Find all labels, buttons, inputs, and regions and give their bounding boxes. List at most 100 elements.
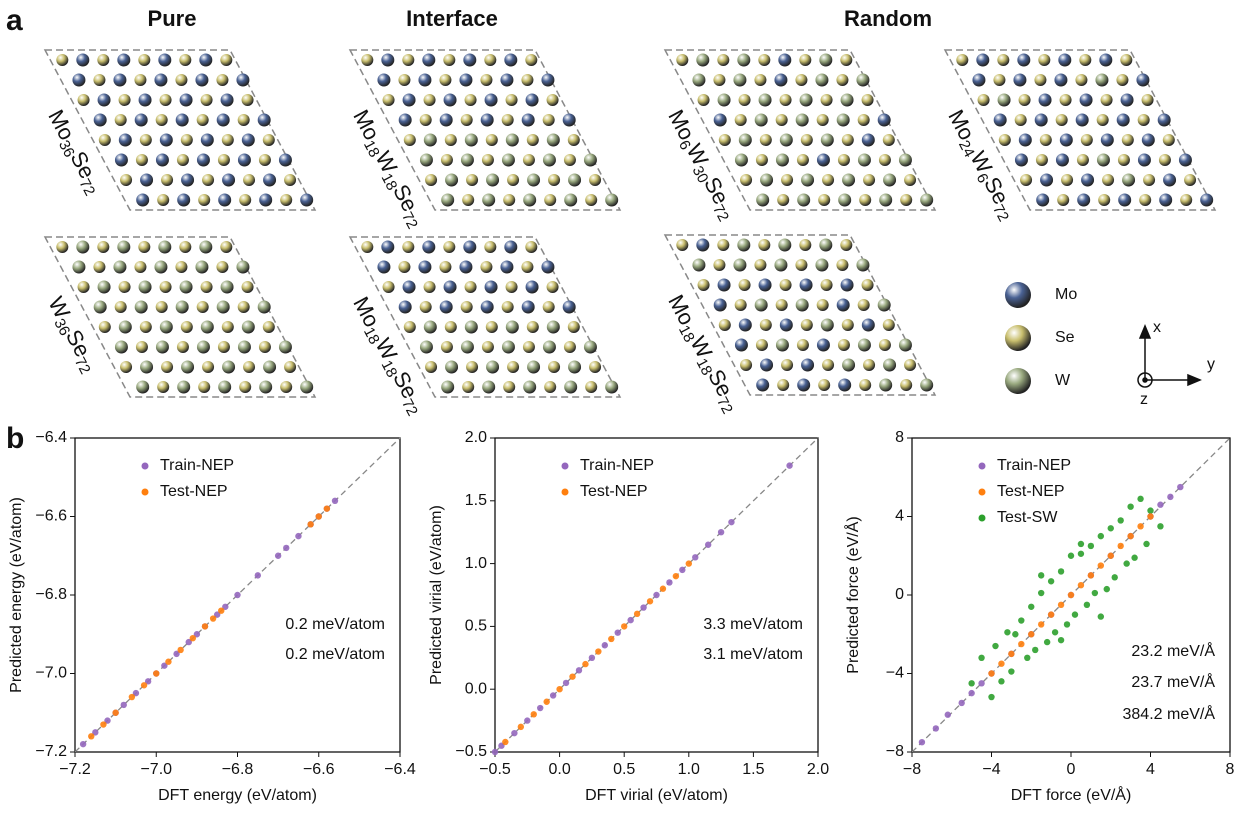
atom (818, 194, 831, 206)
data-point (1103, 585, 1110, 593)
atom (1014, 114, 1027, 126)
legend-label: Se (1055, 329, 1075, 346)
atom (501, 340, 515, 354)
atom (262, 134, 275, 146)
atom (1120, 93, 1134, 107)
atom (801, 358, 815, 372)
atom (155, 301, 168, 313)
data-point (601, 642, 609, 649)
atom (521, 261, 534, 273)
x-tick-label: −7.2 (59, 761, 91, 778)
atom (758, 93, 772, 107)
legend-label: Mo (1055, 286, 1077, 303)
atom (1102, 174, 1115, 186)
atom (836, 113, 850, 127)
data-point (543, 698, 550, 705)
atom (713, 259, 726, 271)
formula-subscript: 72 (713, 394, 736, 417)
atom (460, 114, 473, 126)
atom (134, 300, 148, 314)
atom (738, 279, 751, 291)
atom (1014, 153, 1028, 167)
atom (1098, 194, 1111, 206)
atom (402, 54, 415, 66)
atom (216, 113, 230, 127)
atom (98, 321, 111, 333)
atom (820, 133, 834, 147)
atom (159, 94, 172, 106)
formula-subscript: 18 (378, 171, 401, 194)
atom (526, 321, 539, 333)
atom (816, 153, 830, 167)
atom (419, 153, 433, 167)
atom (134, 113, 148, 127)
atom (997, 93, 1011, 107)
formula-subscript: 72 (398, 396, 421, 419)
atom (441, 193, 455, 207)
atom (544, 381, 557, 393)
atom (816, 338, 830, 352)
data-point (1117, 517, 1124, 524)
atom (195, 73, 209, 87)
annotation: 0.2 meV/atom (285, 616, 385, 633)
atom (221, 321, 234, 333)
atom (507, 361, 520, 373)
cell-outline (43, 49, 317, 211)
annotation: 23.2 meV/Å (1131, 641, 1215, 660)
atom (114, 340, 128, 354)
atom (859, 194, 872, 206)
atom (263, 360, 277, 374)
data-point (562, 679, 570, 687)
atom (1076, 154, 1089, 166)
atom (220, 54, 233, 66)
atom (754, 298, 768, 312)
atom (202, 361, 215, 373)
x-tick-label: 1.0 (678, 761, 700, 778)
atom (1079, 93, 1093, 107)
atom (1100, 133, 1114, 147)
atom (425, 174, 438, 186)
data-point (932, 725, 940, 732)
atom (180, 321, 193, 333)
data-point (537, 704, 544, 712)
atom (196, 340, 210, 354)
atom (525, 93, 539, 107)
atom (777, 379, 790, 391)
data-point (672, 572, 680, 580)
atom (486, 360, 500, 374)
atom (481, 341, 494, 353)
atom (175, 113, 189, 127)
atom (460, 301, 473, 313)
atom (120, 361, 133, 373)
data-point (1083, 601, 1091, 609)
data-point (666, 579, 673, 586)
legend-marker (978, 462, 986, 470)
out-of-plane (1137, 372, 1153, 388)
atom (97, 54, 110, 66)
formula-element: Mo (663, 290, 699, 329)
data-point (992, 642, 999, 650)
atom (717, 239, 730, 251)
atom (280, 381, 293, 393)
atom (403, 321, 416, 333)
atom (464, 320, 478, 334)
atom (696, 53, 710, 67)
atom (216, 261, 229, 273)
data-point (92, 729, 99, 736)
atom (419, 340, 433, 354)
atom (361, 54, 374, 66)
atom (76, 240, 90, 254)
atom (425, 361, 438, 373)
atom (1079, 54, 1092, 66)
atom (217, 154, 230, 166)
data-point (988, 693, 995, 701)
atom (521, 113, 535, 127)
data-point (1097, 532, 1105, 540)
data-point (627, 616, 634, 624)
atom (1157, 113, 1171, 127)
atom (840, 278, 854, 292)
atom (754, 259, 767, 271)
data-point (189, 634, 197, 642)
axis-letter: y (1207, 356, 1215, 373)
atom (139, 134, 152, 146)
